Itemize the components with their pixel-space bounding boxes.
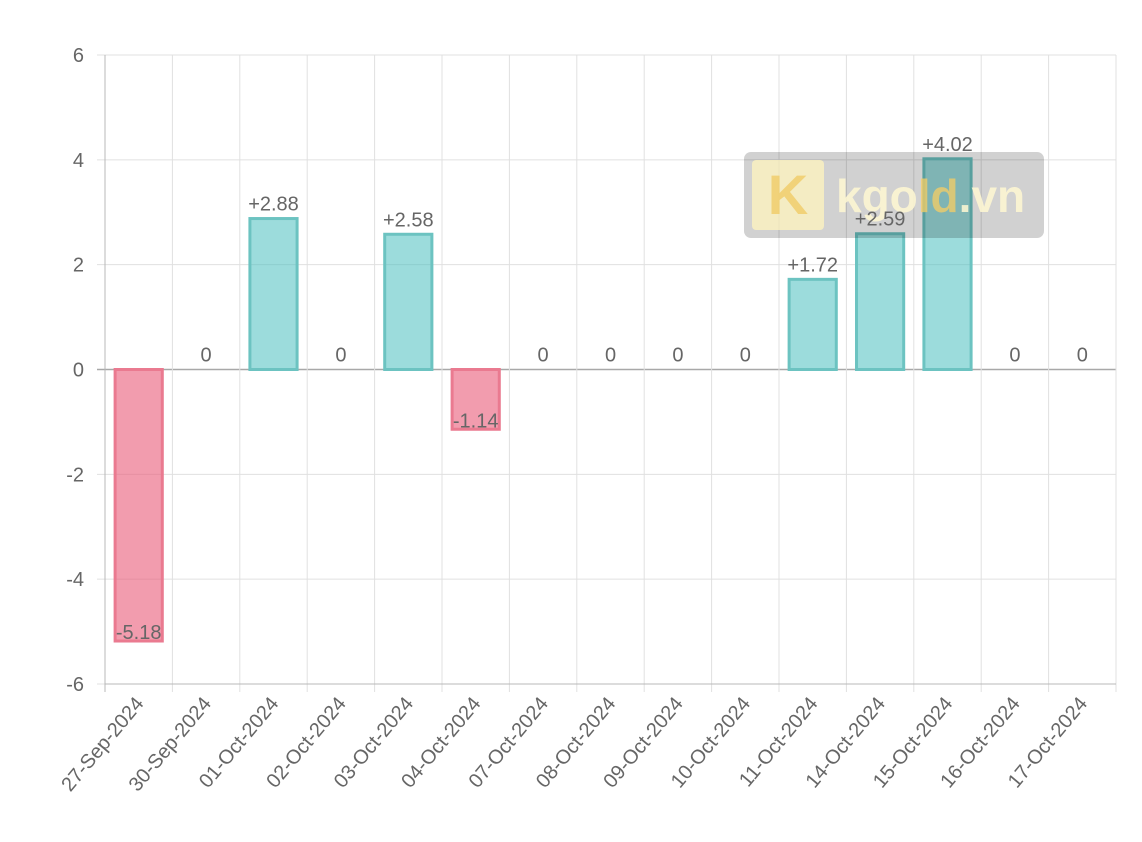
grid-lines — [97, 54, 1117, 692]
y-axis: 6 4 2 0 -2 -4 -6 — [66, 45, 84, 696]
kgold-watermark: K kgold.vn — [744, 152, 1044, 238]
y-tick-label: 0 — [73, 360, 84, 382]
y-tick-label: -6 — [66, 674, 84, 696]
data-label: 0 — [740, 345, 751, 367]
bar — [383, 232, 434, 371]
y-tick-label: -2 — [66, 464, 84, 486]
y-tick-label: -4 — [66, 569, 84, 591]
data-label: +4.02 — [922, 134, 973, 156]
bar — [855, 232, 906, 371]
data-label: +1.72 — [787, 254, 838, 276]
data-label: 0 — [1077, 345, 1088, 367]
data-label: 0 — [672, 345, 683, 367]
data-label: 0 — [1009, 345, 1020, 367]
bars — [113, 157, 973, 643]
x-axis: 27-Sep-202430-Sep-202401-Oct-202402-Oct-… — [57, 693, 1092, 796]
data-label: -1.14 — [453, 410, 499, 432]
data-label: 0 — [605, 345, 616, 367]
y-tick-label: 4 — [73, 150, 84, 172]
data-label: -5.18 — [116, 622, 162, 644]
watermark-text: kgold.vn — [836, 170, 1025, 222]
watermark-logo-letter: K — [768, 163, 808, 226]
bar — [248, 217, 299, 371]
bar — [922, 157, 973, 371]
data-label: +2.58 — [383, 209, 434, 231]
data-label: +2.59 — [855, 209, 906, 231]
bar — [450, 368, 501, 431]
data-label: 0 — [335, 345, 346, 367]
watermark-logo-box — [752, 160, 824, 230]
bar — [113, 368, 164, 643]
data-label: 0 — [538, 345, 549, 367]
y-tick-label: 6 — [73, 45, 84, 67]
data-label: 0 — [201, 345, 212, 367]
data-labels: -5.18 0 +2.88 0 +2.58 -1.14 0 0 0 0 +1.72 +2.59 +4.0… — [116, 134, 1088, 644]
y-tick-label: 2 — [73, 255, 84, 277]
bar — [787, 277, 838, 371]
data-label: +2.88 — [248, 194, 299, 216]
